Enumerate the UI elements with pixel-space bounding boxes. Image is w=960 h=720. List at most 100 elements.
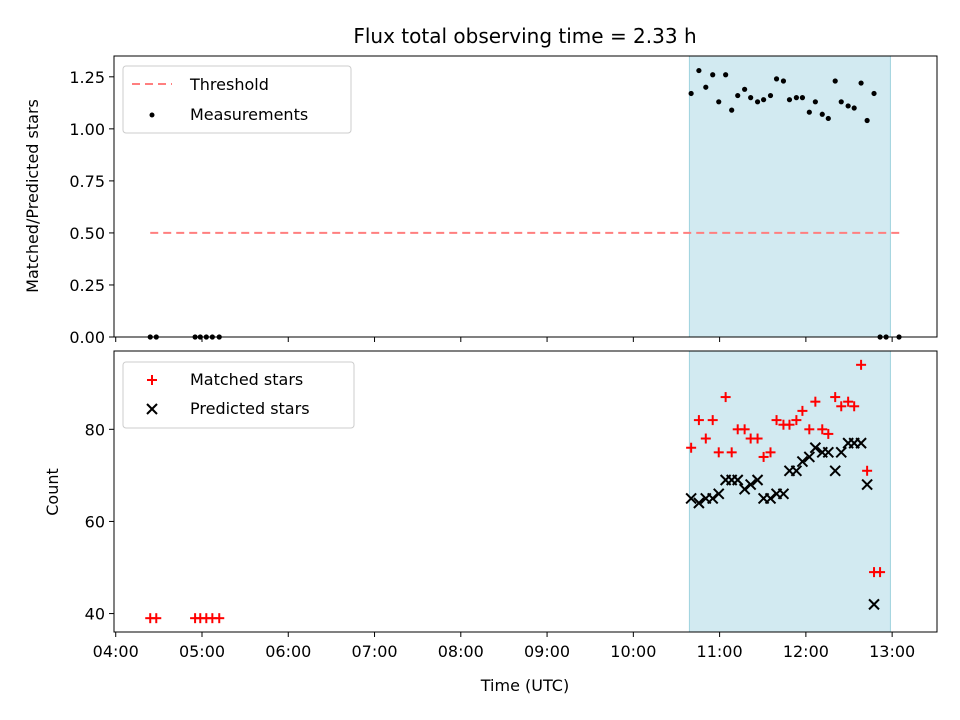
matched-star-point xyxy=(797,405,808,416)
matched-star-point xyxy=(791,415,802,426)
bottom-y-tick-label: 40 xyxy=(85,605,105,624)
predicted-star-point xyxy=(764,492,777,505)
matched-star-point xyxy=(875,567,886,578)
measurement-point xyxy=(696,67,702,74)
matched-star-point xyxy=(151,613,162,624)
chart-title: Flux total observing time = 2.33 h xyxy=(353,24,696,48)
predicted-star-point xyxy=(861,478,873,491)
matched-star-point xyxy=(823,428,834,439)
measurement-point xyxy=(858,80,864,86)
x-tick-label: 09:00 xyxy=(524,642,570,661)
matched-star-point xyxy=(214,613,225,624)
top-window-band xyxy=(689,56,891,337)
predicted-star-point xyxy=(809,442,822,454)
matched-legend-label: Matched stars xyxy=(190,370,303,389)
measurement-point xyxy=(851,105,857,111)
top-plot-frame xyxy=(113,55,938,338)
matched-star-point xyxy=(830,392,841,403)
bottom-y-axis-label: Count xyxy=(43,468,62,516)
predicted-star-stroke xyxy=(706,492,719,505)
matched-star-point xyxy=(784,419,795,430)
threshold-legend-label: Threshold xyxy=(189,75,269,94)
matched-star-point xyxy=(758,451,769,462)
x-tick-label: 11:00 xyxy=(697,642,743,661)
matched-star-point xyxy=(720,392,731,403)
predicted-star-stroke xyxy=(777,488,790,500)
predicted-star-stroke xyxy=(829,465,841,477)
predicted-star-point xyxy=(790,465,803,477)
x-tick-label: 05:00 xyxy=(179,642,225,661)
bottom-y-ticks: 40 60 80 xyxy=(85,420,114,624)
measurement-point xyxy=(773,76,780,82)
measurement-point xyxy=(780,78,787,84)
measurements-legend-label: Measurements xyxy=(190,105,308,124)
predicted-star-point xyxy=(693,497,705,509)
measurement-point xyxy=(742,86,748,92)
matched-star-point xyxy=(843,396,854,407)
measurement-point xyxy=(786,97,793,103)
top-observing-window xyxy=(688,56,891,337)
predicted-legend-label: Predicted stars xyxy=(190,399,310,418)
x-tick-label: 10:00 xyxy=(610,642,656,661)
measurement-point xyxy=(793,95,799,101)
predicted-star-point xyxy=(868,598,880,611)
measurement-point xyxy=(825,115,831,122)
predicted-star-point xyxy=(822,446,835,459)
matched-star-point xyxy=(693,415,704,426)
x-tick-label: 08:00 xyxy=(438,642,484,661)
predicted-star-stroke xyxy=(732,474,744,486)
top-legend: Threshold Measurements xyxy=(122,65,352,134)
x-tick-label: 12:00 xyxy=(783,642,829,661)
matched-star-point xyxy=(804,424,815,435)
measurement-point xyxy=(799,95,806,101)
measurement-point xyxy=(688,90,694,97)
measurement-point xyxy=(716,99,722,105)
bottom-y-tick-label: 60 xyxy=(85,512,105,531)
top-y-tick-label: 1.00 xyxy=(69,120,105,139)
predicted-star-stroke xyxy=(868,598,880,611)
matched-star-point xyxy=(862,465,873,476)
measurement-point xyxy=(819,111,825,117)
matched-star-point xyxy=(700,433,711,444)
top-x-ticks xyxy=(115,337,893,342)
measurement-point xyxy=(832,78,838,84)
matched-star-point xyxy=(817,424,828,435)
top-panel: 0.00 0.25 0.50 0.75 1.00 1.25 Matched/Predict… xyxy=(23,55,938,347)
x-tick-label: 04:00 xyxy=(93,642,139,661)
measurement-point xyxy=(735,92,741,99)
measurement-point xyxy=(703,84,709,90)
measurements-legend-swatch xyxy=(149,112,155,118)
bottom-x-ticks: 04:00 05:00 06:00 07:00 08:00 09:00 10:00 11:00… xyxy=(93,632,915,661)
top-y-axis-label: Matched/Predicted stars xyxy=(23,99,42,293)
x-tick-label: 07:00 xyxy=(351,642,397,661)
measurement-point xyxy=(761,97,767,103)
x-axis-label: Time (UTC) xyxy=(480,676,569,695)
matched-legend-swatch xyxy=(147,375,157,385)
measurement-point xyxy=(871,90,877,97)
predicted-star-point xyxy=(751,474,764,486)
predicted-star-point xyxy=(744,478,757,491)
bottom-series-layer xyxy=(145,359,886,624)
matched-star-point xyxy=(849,401,860,412)
matched-star-point xyxy=(771,415,782,426)
predicted-star-stroke xyxy=(764,492,777,505)
measurement-point xyxy=(710,72,716,78)
predicted-star-point xyxy=(796,455,809,468)
measurement-point xyxy=(748,95,754,101)
measurement-point xyxy=(864,117,870,124)
predicted-star-stroke xyxy=(855,437,867,449)
top-series-layer xyxy=(147,67,902,340)
measurement-point xyxy=(845,103,851,109)
predicted-star-stroke xyxy=(693,497,705,509)
predicted-star-point xyxy=(685,492,697,505)
predicted-star-stroke xyxy=(822,446,835,459)
top-y-tick-label: 0.00 xyxy=(69,328,105,347)
bottom-window-band xyxy=(689,351,891,632)
matched-star-point xyxy=(713,447,724,458)
measurement-point xyxy=(838,99,844,105)
bottom-legend-box xyxy=(122,361,355,429)
bottom-legend: Matched stars Predicted stars xyxy=(122,361,355,429)
bottom-panel: 40 60 80 04:00 05:00 06:00 07:00 08:00 09:00 10:… xyxy=(43,350,938,661)
predicted-star-stroke xyxy=(803,451,816,463)
x-tick-label: 13:00 xyxy=(869,642,915,661)
